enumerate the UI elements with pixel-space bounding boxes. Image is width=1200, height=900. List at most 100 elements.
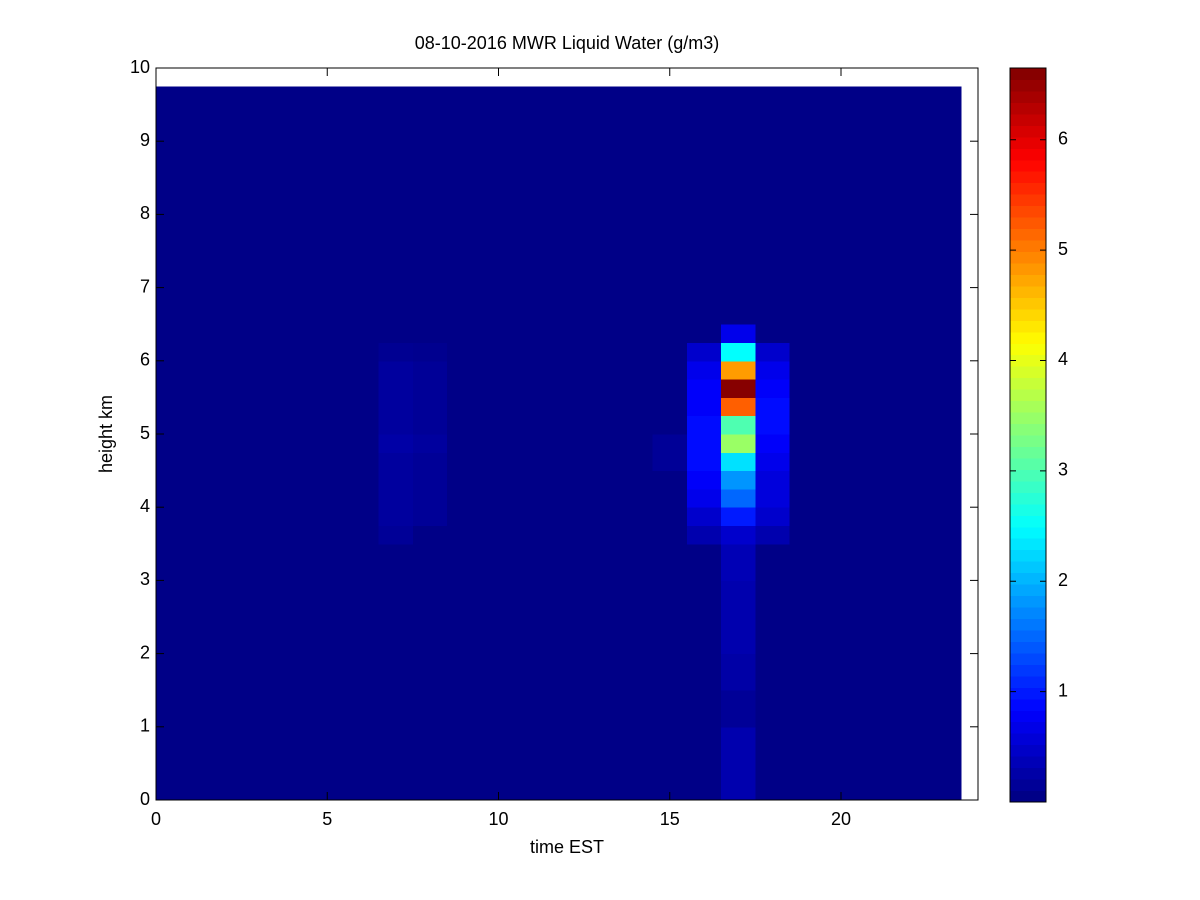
- heatmap-cell: [755, 342, 791, 362]
- heatmap-cell: [721, 470, 756, 490]
- colorbar-tick-label: 1: [1058, 680, 1068, 700]
- heatmap-cell: [721, 580, 756, 618]
- heatmap-cell: [412, 214, 448, 289]
- colorbar-swatch: [1010, 205, 1046, 218]
- heatmap-cell: [789, 653, 962, 691]
- colorbar-swatch: [1010, 366, 1046, 379]
- heatmap-cell: [412, 507, 448, 526]
- heatmap-cell: [378, 488, 414, 508]
- x-tick-label: 20: [831, 809, 851, 829]
- heatmap-cell: [378, 360, 414, 380]
- colorbar-swatch: [1010, 469, 1046, 482]
- heatmap-cell: [156, 397, 380, 417]
- heatmap-cell: [686, 690, 722, 728]
- heatmap-cell: [755, 653, 791, 691]
- heatmap-cell: [412, 543, 448, 581]
- colorbar-swatch: [1010, 744, 1046, 757]
- heatmap-cell: [652, 470, 688, 490]
- heatmap-cell: [755, 763, 791, 801]
- heatmap-cell: [755, 488, 791, 508]
- heatmap-cell: [412, 653, 448, 691]
- heatmap-cell: [789, 543, 962, 581]
- colorbar-swatch: [1010, 148, 1046, 161]
- heatmap-cell: [686, 726, 722, 764]
- heatmap-cell: [721, 525, 756, 545]
- heatmap-cell: [412, 86, 448, 142]
- axes: 0 5 10 15 20 0 1 2 3 4 5 6 7 8 9 10: [130, 57, 979, 829]
- heatmap-cell: [156, 690, 380, 728]
- colorbar-tick-label: 3: [1058, 460, 1068, 480]
- colorbar-swatch: [1010, 389, 1046, 402]
- colorbar-swatch: [1010, 125, 1046, 138]
- heatmap-cell: [721, 86, 756, 142]
- heatmap-cell: [378, 342, 414, 362]
- heatmap-cell: [412, 617, 448, 655]
- colorbar-swatch: [1010, 400, 1046, 413]
- colorbar-swatch: [1010, 733, 1046, 746]
- heatmap-cell: [686, 342, 722, 362]
- heatmap-cell: [156, 488, 380, 508]
- heatmap-cell: [755, 507, 791, 526]
- heatmap-cell: [156, 653, 380, 691]
- heatmap-cell: [412, 726, 448, 764]
- colorbar-swatch: [1010, 435, 1046, 447]
- heatmap-cell: [412, 397, 448, 417]
- heatmap-cell: [652, 324, 688, 343]
- heatmap-cell: [789, 488, 962, 508]
- colorbar-swatch: [1010, 675, 1046, 688]
- heatmap-cell: [156, 379, 380, 398]
- heatmap-cell: [156, 543, 380, 581]
- heatmap-cell: [789, 360, 962, 380]
- heatmap-cell: [789, 617, 962, 655]
- heatmap-cell: [755, 324, 791, 343]
- heatmap-cell: [378, 324, 414, 343]
- colorbar-swatch: [1010, 561, 1046, 574]
- colorbar-swatch: [1010, 308, 1046, 321]
- heatmap-cell: [447, 580, 654, 618]
- heatmap-cell: [156, 342, 380, 362]
- x-axis-label: time EST: [530, 837, 604, 857]
- heatmap-cell: [755, 214, 791, 289]
- heatmap-cell: [721, 379, 756, 398]
- heatmap-cell: [447, 543, 654, 581]
- colorbar-swatch: [1010, 262, 1046, 275]
- heatmap-cell: [156, 214, 380, 289]
- heatmap-cell: [721, 543, 756, 581]
- colorbar-swatch: [1010, 377, 1046, 390]
- heatmap-cell: [378, 726, 414, 764]
- heatmap-cell: [686, 488, 722, 508]
- heatmap-cell: [412, 690, 448, 728]
- colorbar-swatch: [1010, 698, 1046, 711]
- colorbar-tick-label: 6: [1058, 128, 1068, 148]
- colorbar-swatch: [1010, 343, 1046, 356]
- heatmap-cell: [789, 141, 962, 215]
- heatmap-cells: [156, 86, 962, 801]
- heatmap-cell: [789, 690, 962, 728]
- heatmap-cell: [755, 580, 791, 618]
- heatmap-cell: [721, 617, 756, 655]
- heatmap-cell: [686, 397, 722, 417]
- heatmap-cell: [686, 214, 722, 289]
- heatmap-cell: [652, 360, 688, 380]
- y-tick-label: 0: [140, 789, 150, 809]
- colorbar-swatch: [1010, 584, 1046, 597]
- heatmap-cell: [412, 360, 448, 380]
- colorbar-swatch: [1010, 572, 1046, 585]
- colorbar-swatch: [1010, 710, 1046, 723]
- heatmap-cell: [789, 434, 962, 453]
- colorbar-swatch: [1010, 538, 1046, 551]
- heatmap-cell: [686, 763, 722, 801]
- heatmap-cell: [447, 415, 654, 435]
- colorbar-swatch: [1010, 217, 1046, 230]
- colorbar-swatch: [1010, 641, 1046, 654]
- heatmap-cell: [652, 342, 688, 362]
- heatmap-cell: [755, 434, 791, 453]
- heatmap-cell: [447, 360, 654, 380]
- heatmap-cell: [755, 287, 791, 325]
- heatmap-cell: [789, 214, 962, 289]
- heatmap-cell: [412, 470, 448, 490]
- heatmap-cell: [447, 397, 654, 417]
- heatmap-cell: [447, 434, 654, 453]
- heatmap-cell: [652, 415, 688, 435]
